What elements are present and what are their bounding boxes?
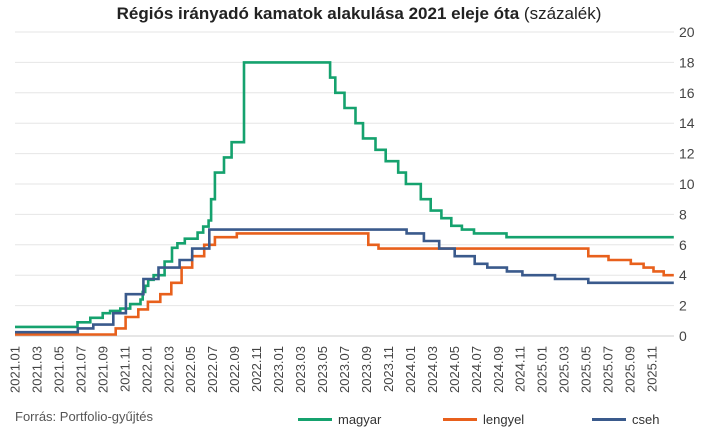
series-line-magyar bbox=[15, 61, 674, 329]
x-tick-label: 2024.03 bbox=[425, 346, 440, 393]
y-tick-label: 0 bbox=[679, 328, 687, 344]
series-line-cseh bbox=[15, 228, 674, 334]
x-tick-label: 2023.01 bbox=[271, 346, 286, 393]
x-tick-label: 2021.09 bbox=[95, 346, 110, 393]
x-tick-label: 2024.07 bbox=[469, 346, 484, 393]
x-tick-label: 2025.03 bbox=[557, 346, 572, 393]
x-tick-label: 2025.07 bbox=[601, 346, 616, 393]
x-tick-label: 2021.05 bbox=[51, 346, 66, 393]
y-tick-label: 20 bbox=[679, 24, 695, 40]
x-tick-label: 2024.01 bbox=[403, 346, 418, 393]
source-note: Forrás: Portfolio-gyűjtés bbox=[15, 409, 153, 424]
chart-title-unit: (százalék) bbox=[523, 4, 602, 23]
chart-title-main: Régiós irányadó kamatok alakulása 2021 e… bbox=[116, 4, 520, 23]
legend-label-lengyel: lengyel bbox=[483, 412, 525, 427]
legend-label-cseh: cseh bbox=[632, 412, 660, 427]
legend-item-cseh: cseh bbox=[592, 412, 659, 427]
x-tick-label: 2023.09 bbox=[359, 346, 374, 393]
x-tick-label: 2024.09 bbox=[491, 346, 506, 393]
chart-title: Régiós irányadó kamatok alakulása 2021 e… bbox=[0, 4, 718, 24]
legend-swatch-lengyel bbox=[443, 418, 477, 421]
y-tick-label: 12 bbox=[679, 146, 695, 162]
x-tick-label: 2025.11 bbox=[645, 346, 660, 392]
x-tick-label: 2022.05 bbox=[183, 346, 198, 393]
series-lines bbox=[15, 61, 674, 336]
x-tick-label: 2022.07 bbox=[205, 346, 220, 393]
y-tick-label: 4 bbox=[679, 267, 687, 283]
x-tick-label: 2021.11 bbox=[117, 346, 132, 392]
legend-item-magyar: magyar bbox=[298, 412, 381, 427]
grid-lines bbox=[15, 31, 674, 337]
legend-swatch-magyar bbox=[298, 418, 332, 421]
x-axis: 2021.01 2021.03 2021.05 2021.07 2021.09 2021.… bbox=[8, 346, 660, 393]
y-tick-label: 6 bbox=[679, 237, 687, 253]
x-tick-label: 2024.11 bbox=[513, 346, 528, 392]
x-tick-label: 2021.07 bbox=[73, 346, 88, 393]
x-tick-label: 2022.03 bbox=[161, 346, 176, 393]
x-tick-label: 2023.03 bbox=[293, 346, 308, 393]
x-tick-label: 2023.05 bbox=[315, 346, 330, 393]
y-tick-label: 2 bbox=[679, 298, 687, 314]
legend-item-lengyel: lengyel bbox=[443, 412, 524, 427]
legend-swatch-cseh bbox=[592, 418, 626, 421]
y-tick-label: 14 bbox=[679, 115, 695, 131]
legend-label-magyar: magyar bbox=[338, 412, 382, 427]
y-tick-label: 16 bbox=[679, 85, 695, 101]
x-tick-label: 2022.01 bbox=[139, 346, 154, 393]
y-tick-label: 8 bbox=[679, 206, 687, 222]
x-tick-label: 2023.11 bbox=[381, 346, 396, 392]
x-tick-label: 2022.11 bbox=[249, 346, 264, 392]
series-line-lengyel bbox=[15, 232, 674, 336]
x-tick-label: 2023.07 bbox=[337, 346, 352, 393]
y-tick-label: 10 bbox=[679, 176, 695, 192]
x-tick-label: 2024.05 bbox=[447, 346, 462, 393]
x-tick-label: 2022.09 bbox=[227, 346, 242, 393]
x-tick-label: 2025.09 bbox=[623, 346, 638, 393]
x-tick-label: 2025.05 bbox=[579, 346, 594, 393]
x-tick-label: 2021.03 bbox=[29, 346, 44, 393]
y-tick-label: 18 bbox=[679, 54, 695, 70]
x-tick-label: 2021.01 bbox=[8, 346, 23, 393]
y-axis: 0 2 4 6 8 10 12 14 16 18 20 bbox=[679, 24, 695, 344]
x-tick-label: 2025.01 bbox=[535, 346, 550, 393]
